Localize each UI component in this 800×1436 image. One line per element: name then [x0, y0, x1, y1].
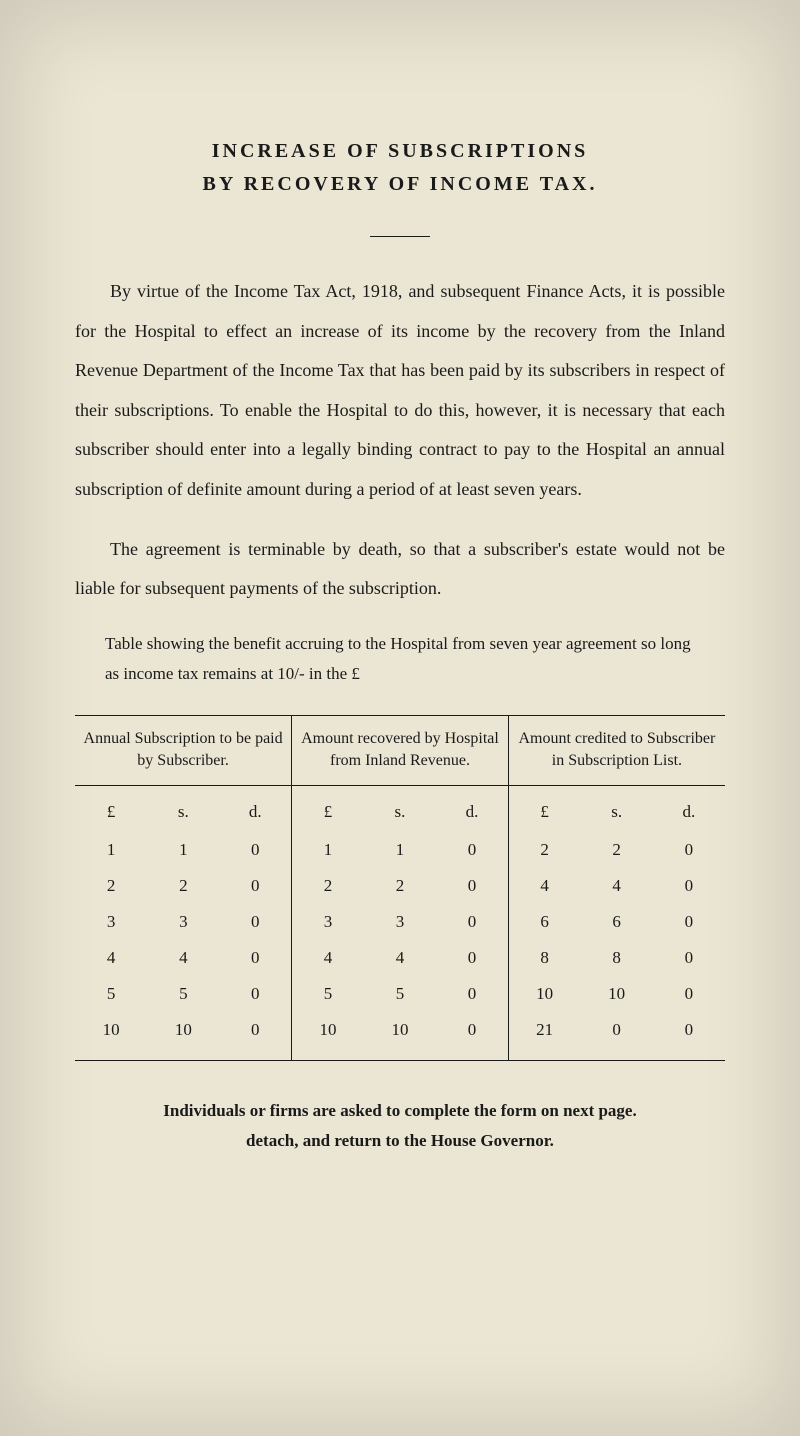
paragraph-1: By virtue of the Income Tax Act, 1918, a…: [75, 272, 725, 510]
table-caption: Table showing the benefit accruing to th…: [75, 629, 725, 690]
cell: 0: [436, 832, 508, 868]
cell: 0: [653, 832, 725, 868]
subheader-pounds: £: [508, 785, 580, 832]
cell: 2: [75, 868, 147, 904]
table-row: 2 2 0 2 2 0 4 4 0: [75, 868, 725, 904]
cell: 0: [219, 868, 291, 904]
table-row: 1 1 0 1 1 0 2 2 0: [75, 832, 725, 868]
subheader-pence: d.: [436, 785, 508, 832]
cell: 4: [581, 868, 653, 904]
cell: 10: [581, 976, 653, 1012]
cell: 2: [292, 868, 364, 904]
cell: 0: [653, 976, 725, 1012]
cell: 3: [364, 904, 436, 940]
cell: 1: [364, 832, 436, 868]
cell: 8: [581, 940, 653, 976]
cell: 2: [581, 832, 653, 868]
cell: 0: [436, 976, 508, 1012]
cell: 0: [653, 904, 725, 940]
cell: 0: [436, 1012, 508, 1061]
paragraph-2: The agreement is terminable by death, so…: [75, 530, 725, 609]
table-row: 5 5 0 5 5 0 10 10 0: [75, 976, 725, 1012]
cell: 0: [653, 940, 725, 976]
cell: 0: [436, 868, 508, 904]
subheader-pounds: £: [75, 785, 147, 832]
table-header-col1: Annual Subscription to be paid by Subscr…: [75, 715, 292, 785]
cell: 4: [292, 940, 364, 976]
subheader-shillings: s.: [364, 785, 436, 832]
cell: 1: [292, 832, 364, 868]
cell: 10: [292, 1012, 364, 1061]
subheader-shillings: s.: [147, 785, 219, 832]
cell: 0: [436, 940, 508, 976]
table-row: 10 10 0 10 10 0 21 0 0: [75, 1012, 725, 1061]
cell: 6: [508, 904, 580, 940]
cell: 0: [219, 904, 291, 940]
cell: 21: [508, 1012, 580, 1061]
cell: 0: [219, 940, 291, 976]
cell: 10: [147, 1012, 219, 1061]
cell: 0: [219, 832, 291, 868]
cell: 10: [364, 1012, 436, 1061]
cell: 0: [219, 1012, 291, 1061]
cell: 8: [508, 940, 580, 976]
cell: 0: [653, 1012, 725, 1061]
cell: 10: [508, 976, 580, 1012]
cell: 5: [292, 976, 364, 1012]
cell: 5: [75, 976, 147, 1012]
cell: 4: [508, 868, 580, 904]
cell: 1: [147, 832, 219, 868]
table-header-col3: Amount credited to Subscriber in Subscri…: [508, 715, 725, 785]
cell: 0: [436, 904, 508, 940]
subheader-pence: d.: [653, 785, 725, 832]
table-row: 3 3 0 3 3 0 6 6 0: [75, 904, 725, 940]
cell: 2: [147, 868, 219, 904]
main-title: INCREASE OF SUBSCRIPTIONS: [75, 140, 725, 163]
table-row: 4 4 0 4 4 0 8 8 0: [75, 940, 725, 976]
cell: 6: [581, 904, 653, 940]
subheader-shillings: s.: [581, 785, 653, 832]
cell: 0: [581, 1012, 653, 1061]
cell: 3: [147, 904, 219, 940]
cell: 4: [364, 940, 436, 976]
cell: 2: [364, 868, 436, 904]
subheader-pence: d.: [219, 785, 291, 832]
subtitle: BY RECOVERY OF INCOME TAX.: [75, 173, 725, 196]
cell: 5: [147, 976, 219, 1012]
cell: 0: [653, 868, 725, 904]
footer-line2: detach, and return to the House Governor…: [75, 1126, 725, 1157]
divider-line: [370, 236, 430, 237]
cell: 4: [147, 940, 219, 976]
table-subheader-row: £ s. d. £ s. d. £ s. d.: [75, 785, 725, 832]
cell: 2: [508, 832, 580, 868]
cell: 1: [75, 832, 147, 868]
cell: 3: [292, 904, 364, 940]
cell: 3: [75, 904, 147, 940]
subheader-pounds: £: [292, 785, 364, 832]
cell: 4: [75, 940, 147, 976]
table-header-col2: Amount recovered by Hospital from Inland…: [292, 715, 509, 785]
footer-line1: Individuals or firms are asked to comple…: [75, 1096, 725, 1127]
cell: 5: [364, 976, 436, 1012]
cell: 10: [75, 1012, 147, 1061]
table-header-row: Annual Subscription to be paid by Subscr…: [75, 715, 725, 785]
cell: 0: [219, 976, 291, 1012]
subscription-table: Annual Subscription to be paid by Subscr…: [75, 715, 725, 1061]
